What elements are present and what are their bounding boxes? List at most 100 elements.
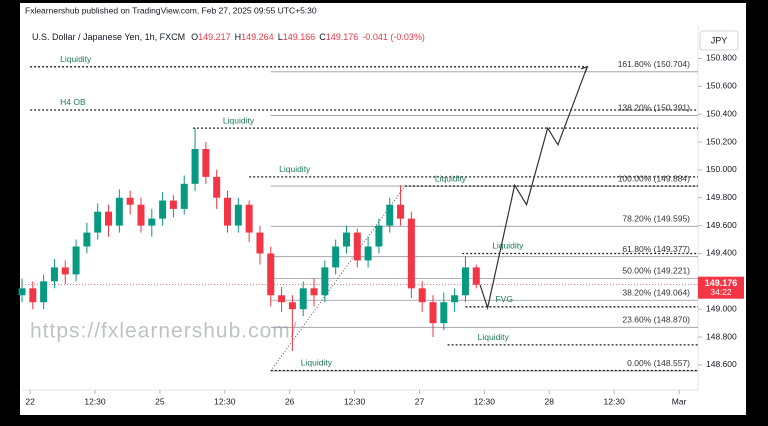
x-tick-label: 12:30 [214, 396, 236, 406]
ohlc-key: H [235, 32, 242, 42]
zone-label: Liquidity [435, 173, 467, 183]
x-tick-label: 12:30 [474, 396, 496, 406]
candle-body [386, 204, 394, 226]
y-tick-label: 150.200 [706, 136, 737, 146]
candle-body [72, 246, 80, 275]
fib-label: 61.80% (149.377) [622, 244, 690, 254]
candle-body [83, 232, 91, 247]
candle-body [224, 197, 232, 226]
ohlc-key: L [278, 32, 283, 42]
projection-path [479, 66, 588, 311]
candle-body [288, 302, 296, 310]
candle-body [332, 246, 340, 268]
candle-body [397, 204, 405, 219]
zone-label: Liquidity [60, 54, 92, 64]
candle-body [115, 197, 123, 226]
y-tick-label: 148.600 [706, 359, 737, 369]
x-tick-label: 12:30 [604, 396, 626, 406]
x-tick-label: 25 [155, 396, 165, 406]
candle-body [50, 267, 58, 282]
ohlc-value: 149.176 [326, 32, 359, 42]
candle-body [375, 225, 383, 247]
watermark: https://fxlearnershub.com/ [30, 320, 298, 343]
candle-body [159, 200, 167, 219]
zone-label: Liquidity [301, 358, 333, 368]
candle-body [440, 302, 448, 324]
projection-arrowhead [580, 65, 589, 73]
candle-body [234, 204, 242, 226]
candle-body [299, 288, 307, 310]
candle-body [137, 204, 145, 226]
candle-body [169, 200, 177, 209]
candle-body [245, 204, 253, 233]
ohlc-value: 149.264 [241, 32, 274, 42]
ohlc-key: O [191, 32, 198, 42]
x-tick-label: 12:30 [84, 396, 106, 406]
candle-body [29, 288, 37, 303]
symbol: U.S. Dollar / Japanese Yen, 1h, FXCM [32, 32, 185, 42]
fib-label: 100.00% (149.884) [618, 173, 690, 183]
y-tick-label: 150.800 [706, 53, 737, 63]
y-tick-label: 149.600 [706, 220, 737, 230]
candle-body [213, 176, 221, 198]
ohlc-value: 149.217 [198, 32, 231, 42]
candle-body [310, 288, 318, 296]
y-tick-label: 149.400 [706, 248, 737, 258]
fib-label: 78.20% (149.595) [622, 214, 690, 224]
candle-body [148, 218, 156, 226]
candle-body [407, 218, 415, 289]
currency-button[interactable] [699, 30, 739, 51]
fib-label: 0.00% (148.557) [627, 358, 690, 368]
fib-label: 138.20% (150.391) [618, 103, 690, 113]
y-tick-label: 150.400 [706, 108, 737, 118]
candle-body [126, 197, 134, 205]
x-tick-label: 28 [545, 396, 555, 406]
y-tick-label: 150.600 [706, 81, 737, 91]
candle-body [461, 267, 469, 296]
ohlc-value: 149.166 [283, 32, 316, 42]
currency-label: JPY [711, 35, 728, 45]
candle-body [180, 183, 188, 209]
candle-body [105, 211, 113, 226]
publish-note: Fxlearnershub published on TradingView.c… [25, 5, 317, 15]
x-tick-label: Mar [672, 396, 687, 406]
zone-label: Liquidity [279, 164, 311, 174]
y-tick-label: 150.000 [706, 164, 737, 174]
candle-body [278, 295, 286, 303]
zone-label: Liquidity [478, 332, 510, 342]
candle-body [429, 302, 437, 324]
zone-label: FVG [495, 294, 512, 304]
fib-label: 38.20% (149.064) [622, 288, 690, 298]
price-tag-timer: 34:22 [710, 287, 732, 297]
symbol-legend: U.S. Dollar / Japanese Yen, 1h, FXCM O149… [32, 32, 425, 42]
ohlc-key: C [319, 32, 326, 42]
candle-body [342, 232, 350, 247]
price-tag [698, 276, 744, 299]
zone-label: Liquidity [223, 115, 255, 125]
change: -0.041 (-0.03%) [362, 32, 425, 42]
y-tick-label: 149.800 [706, 192, 737, 202]
y-tick-label: 149.000 [706, 303, 737, 313]
zone-label: Liquidity [492, 241, 524, 251]
x-tick-label: 26 [285, 396, 295, 406]
y-tick-label: 148.800 [706, 331, 737, 341]
candle-body [418, 288, 426, 303]
x-tick-label: 22 [25, 396, 35, 406]
plot: 148.600148.800149.000149.200149.400149.6… [18, 53, 744, 406]
candle-body [364, 246, 372, 261]
x-tick-label: 12:30 [344, 396, 366, 406]
x-tick-label: 27 [415, 396, 425, 406]
fib-label: 161.80% (150.704) [618, 59, 690, 69]
candle-body [267, 253, 275, 296]
candle-body [191, 148, 199, 184]
candle-body [321, 267, 329, 296]
candle-body [256, 232, 264, 254]
candle-body [61, 267, 69, 275]
price-tag-value: 149.176 [705, 278, 738, 288]
fib-anchor [270, 185, 406, 372]
candle-body [202, 148, 210, 177]
candle-body [18, 288, 26, 296]
candle-body [353, 232, 361, 261]
zone-label: H4 OB [60, 97, 86, 107]
